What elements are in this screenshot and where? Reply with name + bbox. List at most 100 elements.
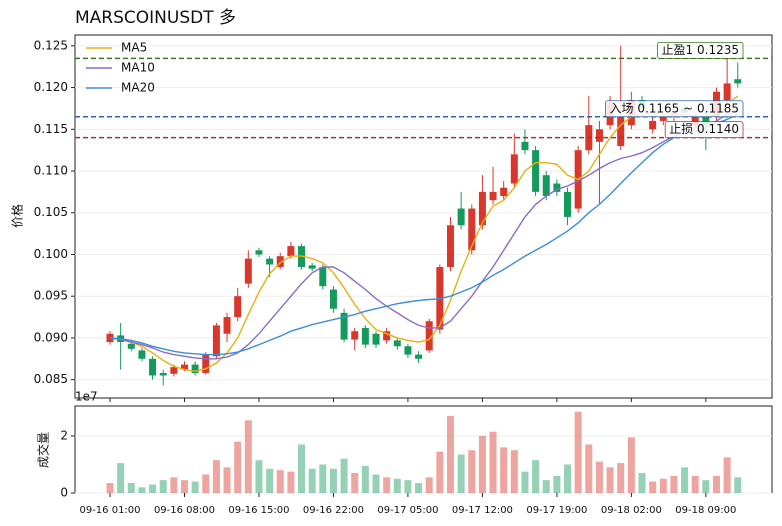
candle-body [542, 175, 550, 197]
volume-bar [383, 477, 391, 493]
volume-bar [191, 481, 199, 493]
legend-label: MA10 [121, 61, 155, 75]
y-tick-label: 0.115 [34, 122, 68, 136]
y-tick-label: 0.095 [34, 289, 68, 303]
candle-body [691, 116, 699, 126]
chart-title: MARSCOINUSDT 多 [75, 8, 236, 28]
candle-body [308, 265, 316, 269]
volume-bar [308, 468, 316, 493]
volume-bar [500, 447, 508, 493]
x-tick-label: 09-16 15:00 [228, 505, 289, 516]
candle-body [255, 250, 263, 255]
candle-body [234, 296, 242, 318]
candle-body [372, 333, 380, 345]
candle-body [170, 367, 178, 374]
volume-bar [606, 467, 614, 493]
level-label: 入场 0.1165 ~ 0.1185 [610, 101, 739, 115]
volume-bar [457, 454, 465, 493]
volume-bar [287, 471, 295, 493]
volume-bar [712, 475, 720, 493]
volume-bar [159, 480, 167, 493]
y-axis-label: 价格 [10, 204, 25, 228]
volume-bar [212, 460, 220, 493]
legend-label: MA5 [121, 41, 147, 55]
plot-frame [74, 34, 773, 399]
volume-offset-label: 1e7 [75, 390, 98, 404]
volume-bar [446, 415, 454, 493]
candle-body [446, 225, 454, 267]
candle-body [404, 346, 412, 355]
x-tick-label: 09-18 09:00 [675, 505, 736, 516]
volume-bar [244, 420, 252, 493]
volume-bar [627, 437, 635, 493]
volume-bar [202, 474, 210, 493]
candle-body [457, 208, 465, 226]
candle-body [564, 191, 572, 217]
candle-body [393, 340, 401, 347]
ma-line [109, 113, 739, 356]
x-tick-label: 09-16 08:00 [154, 505, 215, 516]
volume-bar [723, 457, 731, 493]
volume-bar [542, 480, 550, 493]
volume-bar [478, 435, 486, 493]
candle-body [351, 331, 359, 340]
volume-bar [425, 477, 433, 493]
candle-body [361, 327, 369, 345]
volume-bar [574, 411, 582, 493]
volume-bar [415, 483, 423, 493]
volume-bar [372, 474, 380, 493]
level-label-box [664, 121, 744, 139]
candle-body [468, 208, 476, 251]
x-tick-label: 09-17 05:00 [377, 505, 438, 516]
y-tick-label: 0.085 [34, 372, 68, 386]
volume-bar [298, 444, 306, 493]
volume-bar [595, 461, 603, 493]
volume-bar [351, 473, 359, 493]
volume-bar [266, 468, 274, 493]
candle-body [478, 191, 486, 226]
volume-bar [276, 470, 284, 493]
candle-body [244, 258, 252, 284]
volume-bar [617, 463, 625, 493]
candle-body [319, 266, 327, 287]
y-tick-label: 0.105 [34, 205, 68, 219]
candle-body [649, 120, 657, 130]
y-tick-label: 0.125 [34, 38, 68, 52]
x-tick-label: 09-16 01:00 [79, 505, 140, 516]
volume-bar [734, 477, 742, 493]
y-tick-label: 2 [60, 428, 68, 442]
ma-line [109, 107, 739, 360]
volume-bar [702, 480, 710, 493]
volume-bar [319, 464, 327, 493]
volume-bar [670, 475, 678, 493]
volume-bar [659, 478, 667, 493]
y-tick-label: 0.120 [34, 80, 68, 94]
candle-body [223, 317, 231, 334]
volume-bar [436, 451, 444, 493]
volume-bar [521, 471, 529, 493]
candle-body [723, 83, 731, 101]
x-tick-label: 09-17 12:00 [452, 505, 513, 516]
volume-bar [638, 473, 646, 493]
candle-body [266, 258, 274, 265]
candle-body [383, 331, 391, 341]
candle-body [659, 116, 667, 121]
candle-body [287, 246, 295, 257]
volume-bar [532, 460, 540, 493]
volume-bar [564, 464, 572, 493]
volume-bar [117, 463, 125, 493]
y-tick-label: 0.100 [34, 247, 68, 261]
y-tick-label: 0 [60, 486, 68, 500]
candle-body [159, 372, 167, 376]
candle-body [340, 312, 348, 340]
x-tick-label: 09-17 19:00 [526, 505, 587, 516]
volume-bar [234, 441, 242, 493]
volume-bar [681, 467, 689, 493]
volume-bar [649, 481, 657, 493]
volume-bar [691, 475, 699, 493]
volume-bar [489, 431, 497, 493]
candle-body [617, 116, 625, 146]
candle-body [415, 354, 423, 359]
candle-body [138, 350, 146, 359]
volume-bar [127, 483, 135, 493]
